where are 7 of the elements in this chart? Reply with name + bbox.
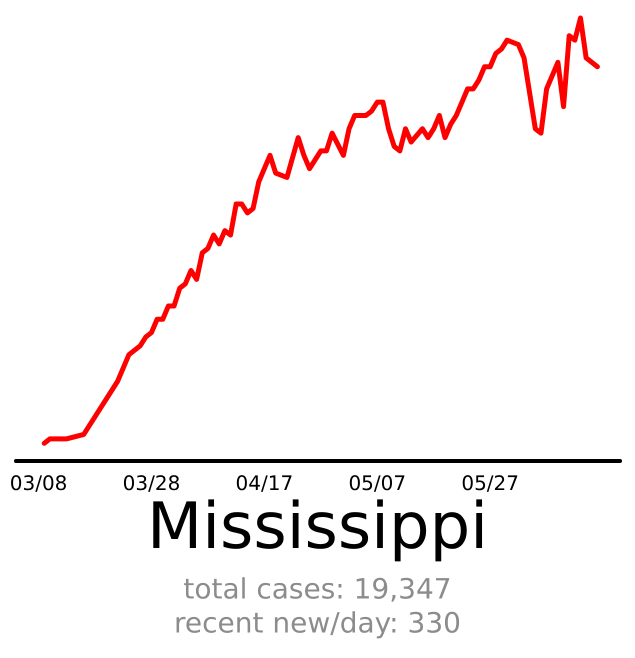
x-tick-label: 03/08 <box>10 471 68 495</box>
x-tick-label: 04/17 <box>236 471 294 495</box>
x-tick-label: 05/27 <box>461 471 519 495</box>
text: recent new/day: 330 <box>174 606 461 640</box>
x-tick-label: 03/28 <box>122 471 180 495</box>
text: total cases: 19,347 <box>183 572 452 606</box>
x-tick-label: 05/07 <box>348 471 406 495</box>
